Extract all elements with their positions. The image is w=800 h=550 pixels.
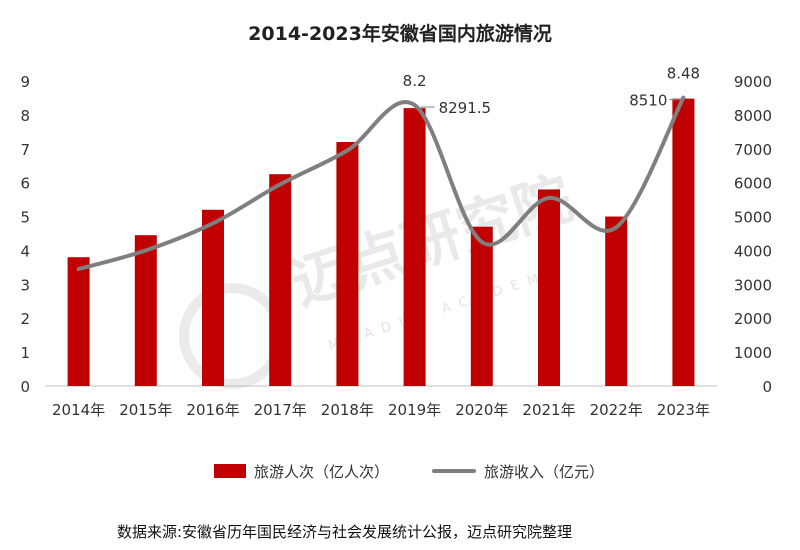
x-tick-label: 2022年 (590, 401, 643, 419)
right-tick-label: 9000 (734, 73, 772, 91)
data-label-line-2019: 8291.5 (439, 99, 492, 117)
legend-bar-label: 旅游人次（亿人次） (254, 463, 389, 481)
data-label-bar-2023: 8.48 (667, 65, 700, 83)
data-label-line-2023: 8510 (629, 92, 667, 110)
bar (269, 174, 292, 386)
left-tick-label: 5 (20, 209, 30, 227)
income-line (76, 95, 686, 272)
left-tick-label: 8 (20, 107, 30, 125)
x-tick-label: 2016年 (186, 401, 239, 419)
left-tick-label: 2 (20, 310, 30, 328)
right-tick-label: 6000 (734, 175, 772, 193)
bar (470, 226, 493, 386)
x-tick-label: 2017年 (254, 401, 307, 419)
left-tick-label: 3 (20, 276, 30, 294)
right-tick-label: 4000 (734, 242, 772, 260)
legend: 旅游人次（亿人次） 旅游收入（亿元） (214, 463, 604, 481)
left-tick-label: 0 (20, 378, 30, 396)
data-label-bar-2019: 8.2 (403, 72, 427, 90)
right-tick-label: 7000 (734, 141, 772, 159)
x-tick-label: 2021年 (522, 401, 575, 419)
bar (403, 108, 426, 386)
legend-bar-swatch (214, 464, 246, 478)
left-tick-label: 9 (20, 73, 30, 91)
bar (67, 257, 90, 386)
left-tick-label: 6 (20, 175, 30, 193)
right-axis-ticks: 0 1000 2000 3000 4000 5000 6000 7000 8000 9000 (734, 73, 772, 396)
x-tick-label: 2019年 (388, 401, 441, 419)
x-tick-label: 2014年 (52, 401, 105, 419)
left-tick-label: 7 (20, 141, 30, 159)
right-tick-label: 8000 (734, 107, 772, 125)
x-tick-label: 2015年 (119, 401, 172, 419)
watermark-logo-icon (179, 283, 285, 389)
right-tick-label: 1000 (734, 344, 772, 362)
source-note: 数据来源:安徽省历年国民经济与社会发展统计公报，迈点研究院整理 (117, 523, 572, 541)
left-axis-ticks: 0 1 2 3 4 5 6 7 8 9 (20, 73, 30, 396)
bar (336, 142, 359, 386)
bar (202, 209, 224, 386)
bar (605, 216, 628, 386)
chart-title: 2014-2023年安徽省国内旅游情况 (248, 22, 552, 45)
right-tick-label: 0 (762, 378, 772, 396)
bar-series (67, 98, 695, 386)
bar (538, 189, 560, 386)
right-tick-label: 2000 (734, 310, 772, 328)
left-tick-label: 4 (20, 242, 30, 260)
bar (672, 98, 695, 386)
x-tick-label: 2020年 (455, 401, 508, 419)
watermark: 迈点研究院 MEADIN ACADEMY (179, 164, 580, 389)
watermark-text: 迈点研究院 (283, 164, 580, 318)
right-tick-label: 5000 (734, 209, 772, 227)
x-tick-label: 2018年 (321, 401, 374, 419)
legend-line-label: 旅游收入（亿元） (484, 463, 604, 481)
bar (134, 235, 157, 386)
x-axis-ticks: 2014年 2015年 2016年 2017年 2018年 2019年 2020年 2021年… (52, 401, 710, 419)
x-tick-label: 2023年 (657, 401, 710, 419)
left-tick-label: 1 (20, 344, 30, 362)
right-tick-label: 3000 (734, 276, 772, 294)
